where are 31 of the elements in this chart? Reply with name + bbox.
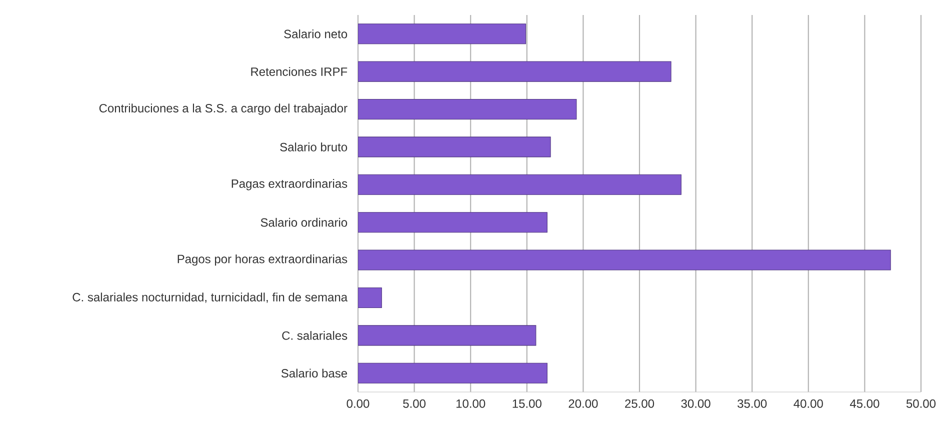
bar — [358, 61, 672, 82]
y-tick-label: Pagas extraordinarias — [232, 179, 348, 190]
bar — [358, 287, 382, 308]
y-tick-label: Retenciones IRPF — [251, 67, 348, 76]
y-tick-label: Salario base — [281, 368, 348, 378]
y-tick-label: Pagos por horas extraordinarias — [178, 254, 348, 266]
bar — [358, 325, 536, 346]
y-tick-label: Salario ordinario — [260, 218, 348, 227]
bar — [358, 250, 891, 270]
bar — [358, 174, 682, 195]
x-tick-label: 20.00 — [568, 399, 598, 408]
x-tick-label: 35.00 — [738, 399, 767, 408]
y-tick-label: C. salariales — [282, 331, 348, 340]
y-tick-label: Salario bruto — [280, 142, 348, 152]
bar — [358, 362, 548, 384]
x-tick-label: 45.00 — [850, 399, 880, 408]
x-tick-label: 0.00 — [346, 399, 370, 408]
x-tick-label: 50.00 — [906, 399, 936, 408]
x-tick-label: 10.00 — [456, 399, 486, 408]
bar — [358, 212, 548, 233]
bar — [358, 136, 551, 158]
x-tick-label: 30.00 — [681, 399, 710, 408]
bar — [358, 98, 577, 120]
x-tick-label: 25.00 — [625, 399, 654, 408]
x-tick-label: 5.00 — [403, 399, 426, 408]
y-tick-label: C. salariales nocturnidad, turnicidadl, fin de semana — [72, 292, 348, 303]
bar — [358, 24, 526, 44]
x-tick-label: 15.00 — [512, 399, 542, 408]
y-tick-label: Salario neto — [284, 29, 348, 38]
x-tick-label: 40.00 — [794, 399, 823, 408]
y-tick-label: Contribuciones a la S.S. a cargo del trabajador — [99, 104, 348, 115]
